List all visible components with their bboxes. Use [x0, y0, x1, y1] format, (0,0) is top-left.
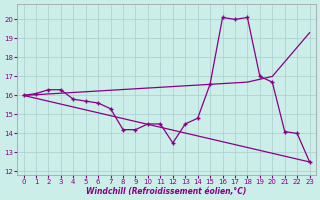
X-axis label: Windchill (Refroidissement éolien,°C): Windchill (Refroidissement éolien,°C)	[86, 187, 247, 196]
